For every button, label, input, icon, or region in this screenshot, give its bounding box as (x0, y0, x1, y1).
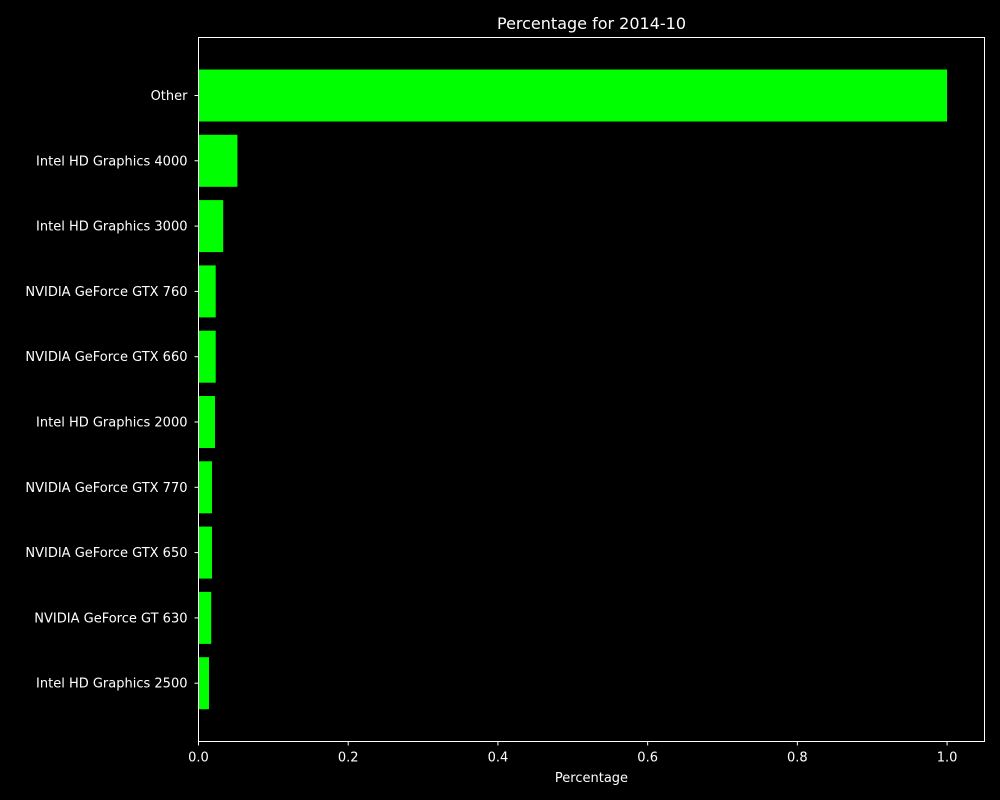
y-axis-ticks: Other Intel HD Graphics 4000 Intel HD Grap… (25, 89, 199, 692)
bar (198, 526, 212, 579)
y-tick-label: NVIDIA GeForce GTX 650 (25, 546, 187, 561)
bar (198, 69, 948, 122)
bar (198, 330, 216, 383)
y-tick-label: NVIDIA GeForce GTX 660 (25, 350, 187, 365)
y-tick-label: Other (151, 89, 189, 104)
chart-title: Percentage for 2014-10 (497, 14, 686, 33)
bar (198, 657, 209, 710)
x-tick-label: 0.8 (787, 751, 808, 766)
y-tick-label: NVIDIA GeForce GTX 770 (25, 481, 187, 496)
x-axis-label: Percentage (555, 771, 628, 786)
x-axis-ticks: 0.0 0.2 0.4 0.6 0.8 1.0 (188, 741, 958, 766)
bar (198, 396, 215, 448)
y-tick-label: Intel HD Graphics 3000 (36, 220, 187, 235)
plot-frame (198, 37, 985, 742)
y-tick-label: Intel HD Graphics 2500 (36, 677, 187, 692)
x-tick-label: 1.0 (937, 751, 958, 766)
x-tick-label: 0.4 (488, 751, 509, 766)
y-tick-label: Intel HD Graphics 4000 (36, 154, 187, 169)
x-tick-label: 0.0 (188, 751, 209, 766)
bar (198, 265, 216, 318)
bar (198, 134, 238, 187)
y-tick-label: NVIDIA GeForce GT 630 (34, 611, 187, 626)
bar (198, 461, 212, 514)
bars-group (198, 69, 948, 710)
bar (198, 200, 224, 253)
x-tick-label: 0.2 (338, 751, 359, 766)
bar (198, 591, 212, 644)
y-tick-label: NVIDIA GeForce GTX 760 (25, 285, 187, 300)
x-tick-label: 0.6 (637, 751, 658, 766)
y-tick-label: Intel HD Graphics 2000 (36, 416, 187, 431)
